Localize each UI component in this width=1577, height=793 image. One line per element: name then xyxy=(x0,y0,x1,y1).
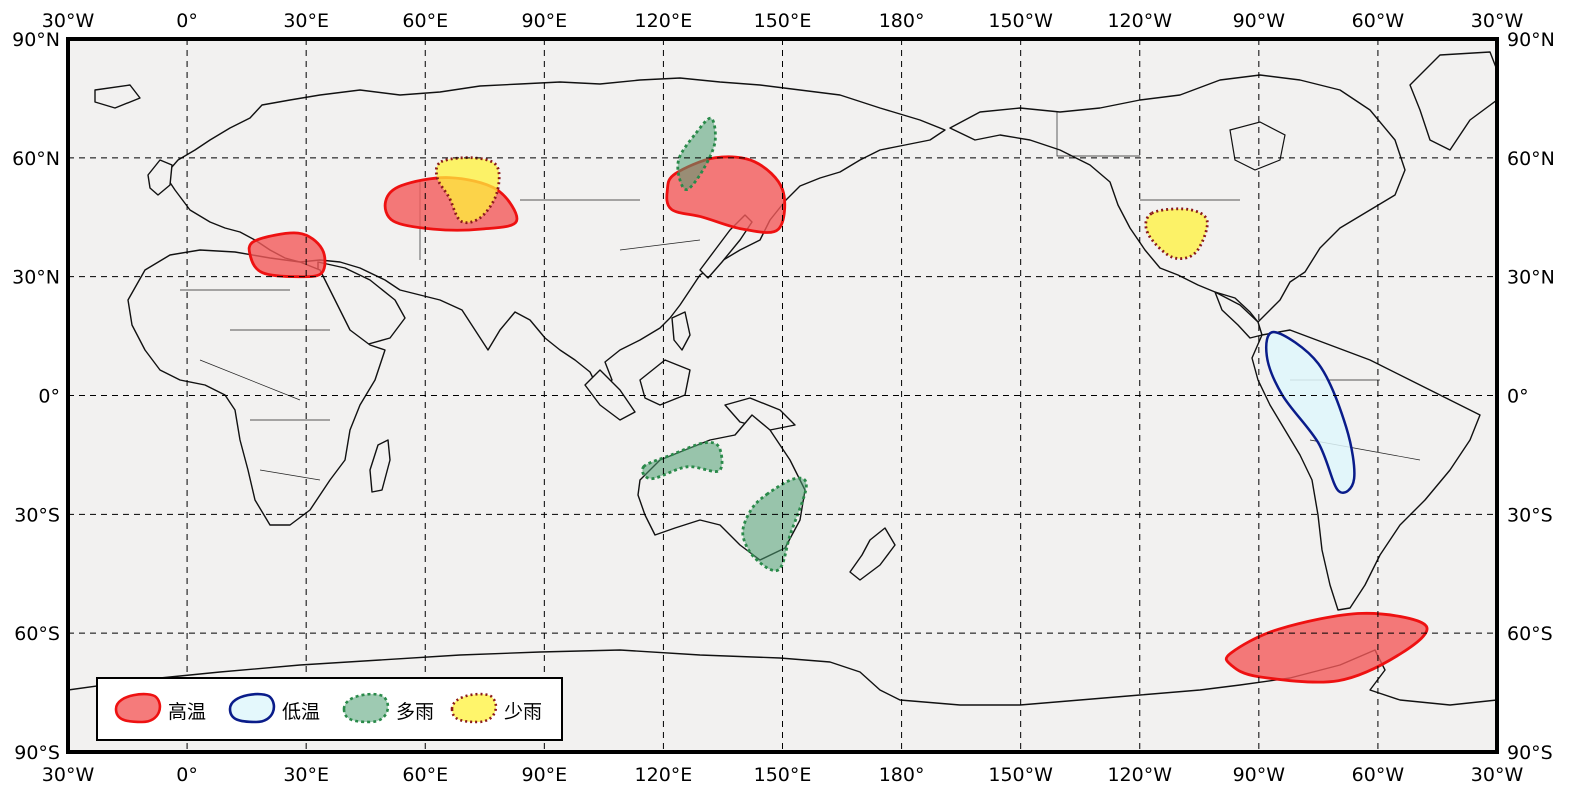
lon-tick-label-bottom: 60°E xyxy=(402,764,448,786)
lon-tick-label-top: 180° xyxy=(879,10,925,32)
lon-tick-label-bottom: 150°W xyxy=(988,764,1053,786)
lon-tick-label-top: 30°E xyxy=(283,10,329,32)
lat-tick-label-left: 30°N xyxy=(12,267,60,289)
legend-label-wet: 多雨 xyxy=(396,701,434,723)
greenland xyxy=(1409,51,1497,151)
lon-tick-label-bottom: 30°E xyxy=(283,764,329,786)
lon-tick-label-top: 30°W xyxy=(1471,10,1524,32)
central-america xyxy=(1214,291,1263,339)
lat-tick-label-right: 30°S xyxy=(1507,504,1553,526)
lon-tick-label-top: 150°E xyxy=(754,10,812,32)
lon-tick-label-bottom: 30°W xyxy=(42,764,95,786)
lon-tick-label-top: 0° xyxy=(176,10,198,32)
lon-tick-label-top: 90°E xyxy=(521,10,567,32)
lat-tick-label-left: 30°S xyxy=(14,504,60,526)
region-dry-central-united-states xyxy=(1144,207,1209,261)
lon-tick-label-top: 60°E xyxy=(402,10,448,32)
lon-tick-label-top: 120°W xyxy=(1107,10,1172,32)
lon-tick-label-bottom: 180° xyxy=(879,764,925,786)
lat-tick-label-right: 90°S xyxy=(1507,742,1553,764)
lat-tick-label-right: 60°N xyxy=(1507,148,1555,170)
region-dry-west-central-asia xyxy=(434,156,501,225)
lon-tick-label-top: 30°W xyxy=(42,10,95,32)
lon-tick-label-bottom: 0° xyxy=(176,764,198,786)
region-hot-eastern-mediterranean xyxy=(247,231,327,279)
lon-tick-label-bottom: 90°W xyxy=(1233,764,1286,786)
philippines xyxy=(671,311,691,351)
region-wet-eastern-australia xyxy=(741,476,808,573)
lon-tick-label-top: 120°E xyxy=(635,10,693,32)
legend-label-hot: 高温 xyxy=(168,701,206,723)
iceland xyxy=(94,84,141,109)
graticule xyxy=(68,39,1497,752)
legend-swatch-hot xyxy=(114,692,162,724)
lon-tick-label-bottom: 150°E xyxy=(754,764,812,786)
lon-tick-label-bottom: 60°W xyxy=(1352,764,1405,786)
lat-tick-label-right: 0° xyxy=(1507,386,1529,408)
legend-swatch-dry xyxy=(450,692,498,724)
lat-tick-label-left: 60°N xyxy=(12,148,60,170)
lat-tick-label-left: 90°S xyxy=(14,742,60,764)
lon-tick-label-bottom: 120°W xyxy=(1107,764,1172,786)
lat-tick-label-right: 60°S xyxy=(1507,623,1553,645)
anomaly-regions xyxy=(247,116,1429,684)
region-wet-northern-australia xyxy=(641,441,724,481)
region-wet-northeastern-siberia xyxy=(676,116,717,191)
lat-tick-label-right: 90°N xyxy=(1507,29,1555,51)
lat-tick-label-right: 30°N xyxy=(1507,267,1555,289)
eurasia-landmass xyxy=(164,77,946,393)
lon-tick-label-top: 150°W xyxy=(988,10,1053,32)
lon-tick-label-top: 90°W xyxy=(1233,10,1286,32)
region-hot-antarctic-peninsula xyxy=(1224,611,1429,684)
legend-swatch-wet xyxy=(342,692,390,724)
lon-tick-label-top: 60°W xyxy=(1352,10,1405,32)
region-cold-northwestern-south-america xyxy=(1264,330,1356,494)
lat-tick-label-left: 0° xyxy=(38,386,60,408)
lon-tick-label-bottom: 30°W xyxy=(1471,764,1524,786)
lat-tick-label-left: 60°S xyxy=(14,623,60,645)
map-frame xyxy=(66,37,1499,754)
legend: 高温 低温 多雨 少雨 xyxy=(96,677,563,741)
legend-label-cold: 低温 xyxy=(282,701,320,723)
madagascar xyxy=(369,439,391,493)
lon-tick-label-bottom: 120°E xyxy=(635,764,693,786)
legend-label-dry: 少雨 xyxy=(504,701,542,723)
north-america-landmass xyxy=(949,74,1406,323)
axis-labels: 30°W 30°W 0° 0° 30°E 30°E 60°E 60°E 90°E 90°E 120°… xyxy=(12,10,1555,786)
british-isles xyxy=(147,159,173,196)
lon-tick-label-bottom: 90°E xyxy=(521,764,567,786)
new-zealand xyxy=(849,527,896,581)
legend-swatch-cold xyxy=(228,692,276,724)
lat-tick-label-left: 90°N xyxy=(12,29,60,51)
